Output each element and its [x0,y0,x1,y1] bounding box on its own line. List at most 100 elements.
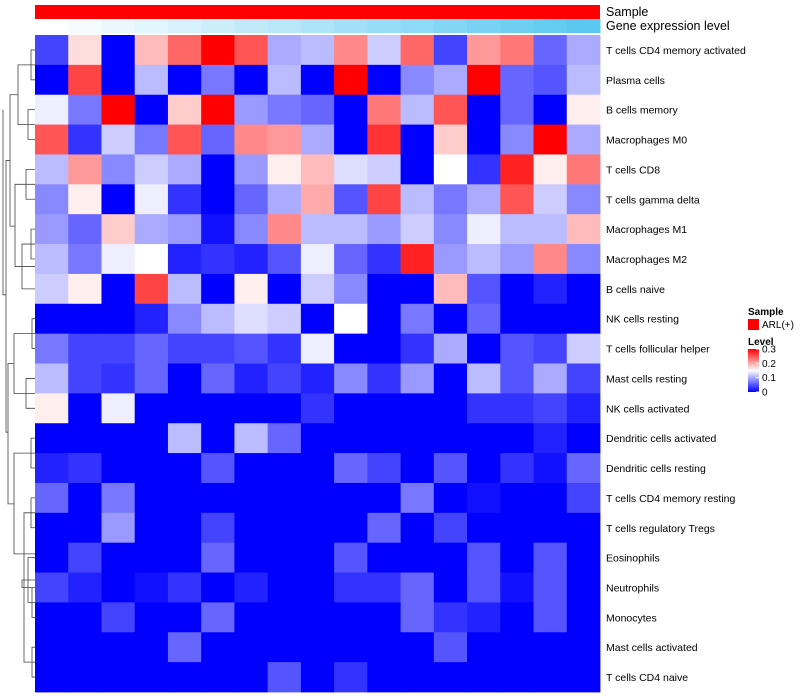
heatmap-cell [533,64,568,96]
heatmap-cell [367,244,401,275]
heatmap-cells [35,35,601,693]
heatmap-cell [300,662,335,693]
dendrogram-branches [2,49,35,678]
heatmap-cell [334,662,368,693]
heatmap-cell [300,154,335,185]
heatmap-cell [167,423,202,454]
heatmap-cell [500,64,534,96]
legend-title-sample: Sample [748,307,784,318]
heatmap-cell [533,393,568,424]
heatmap-cell [267,154,302,185]
heatmap-cell [467,64,501,96]
heatmap-cell [533,244,568,275]
heatmap-cell [201,572,235,603]
heatmap-cell [533,662,568,693]
annotation-cell-expression [334,19,368,33]
heatmap-cell [201,154,235,185]
heatmap-cell [566,154,601,185]
heatmap-cell [234,662,269,693]
heatmap-cell [234,184,269,215]
heatmap-cell [101,363,136,394]
heatmap-cell [167,273,202,305]
heatmap-cell [300,632,335,663]
heatmap-cell [400,64,435,96]
heatmap-cell [367,662,401,693]
annotation-cell-expression [500,19,535,33]
heatmap-cell [467,94,501,125]
heatmap-cell [400,35,435,66]
heatmap-cell [234,35,269,66]
heatmap-cell [400,482,435,514]
heatmap-cell [400,393,435,424]
heatmap-cell [367,94,401,125]
heatmap-cell [35,602,69,633]
heatmap-cell [566,184,601,215]
heatmap-cell [101,64,136,96]
row-labels: T cells CD4 memory activated Plasma cells… [606,45,746,684]
row-label: T cells CD8 [606,164,660,176]
heatmap-cell [400,602,435,633]
heatmap-cell [134,393,169,424]
heatmap-cell [35,662,69,693]
heatmap-cell [234,453,269,484]
heatmap-cell [35,94,69,125]
heatmap-cell [467,273,501,305]
heatmap-cell [167,542,202,573]
heatmap-cell [533,35,568,66]
heatmap-cell [35,184,69,215]
heatmap-cell [101,94,136,125]
row-label: Macrophages M0 [606,135,687,147]
heatmap-cell [500,393,534,424]
annotation-cell-expression [400,19,435,33]
annotation-cell-expression [234,19,269,33]
heatmap-cell [134,273,169,305]
heatmap-cell [101,273,136,305]
heatmap-cell [201,453,235,484]
heatmap-cell [267,482,302,514]
heatmap-cell [500,35,534,66]
annotation-cell-expression [367,19,402,33]
heatmap-cell [267,303,302,335]
heatmap-cell [167,124,202,155]
heatmap-cell [367,572,401,603]
heatmap-cell [201,632,235,663]
heatmap-cell [101,35,136,66]
heatmap-cell [566,423,601,454]
heatmap-cell [334,303,368,335]
heatmap-cell [68,542,102,573]
heatmap-cell [300,423,335,454]
heatmap-cell [234,154,269,185]
heatmap-cell [101,124,136,155]
heatmap-cell [566,602,601,633]
heatmap-cell [500,214,534,245]
heatmap-cell [433,512,468,544]
heatmap-cell [533,303,568,335]
heatmap-cell [400,363,435,394]
heatmap-cell [234,94,269,125]
heatmap-cell [101,333,136,364]
heatmap-cell [367,602,401,633]
heatmap-cell [367,303,401,335]
heatmap-cell [400,333,435,364]
heatmap-cell [500,602,534,633]
heatmap-cell [134,94,169,125]
heatmap-cell [467,542,501,573]
heatmap-cell [566,453,601,484]
heatmap-cell [101,482,136,514]
row-dendrogram [2,49,35,678]
heatmap-cell [566,214,601,245]
heatmap-cell [433,572,468,603]
heatmap-cell [400,184,435,215]
heatmap-cell [167,512,202,544]
heatmap-cell [467,393,501,424]
heatmap-cell [267,214,302,245]
heatmap-cell [167,35,202,66]
heatmap-cell [467,363,501,394]
heatmap-cell [167,482,202,514]
heatmap-cell [35,303,69,335]
heatmap-cell [533,184,568,215]
heatmap-cell [467,423,501,454]
heatmap-cell [433,124,468,155]
heatmap-cell [367,154,401,185]
heatmap-cell [234,602,269,633]
